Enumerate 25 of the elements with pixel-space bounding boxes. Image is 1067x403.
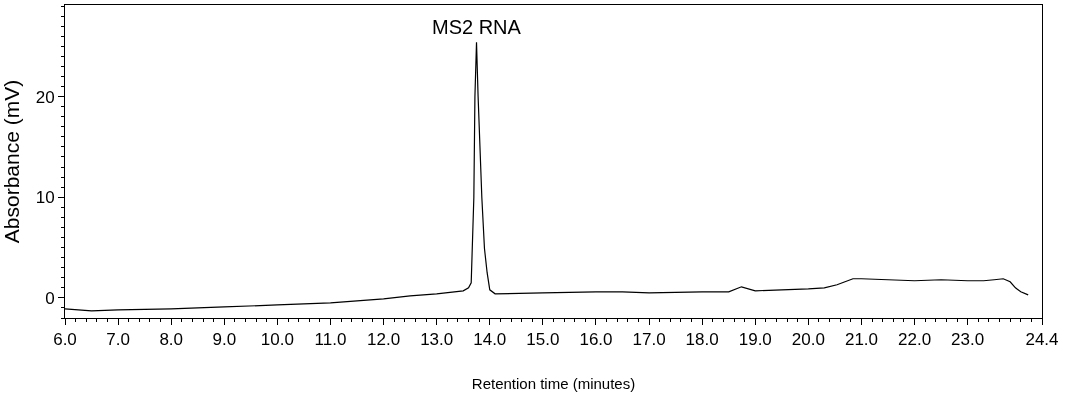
annotation: MS2 RNA — [432, 16, 522, 38]
x-tick-label: 22.0 — [898, 330, 932, 350]
x-tick-label: 15.0 — [526, 330, 560, 350]
x-tick-label: 7.0 — [106, 330, 130, 350]
x-tick-label: 16.0 — [579, 330, 613, 350]
x-tick-label: 8.0 — [159, 330, 184, 350]
x-tick-label: 18.0 — [685, 330, 719, 350]
x-tick-label: 21.0 — [844, 330, 879, 350]
x-tick-label: 6.0 — [53, 330, 77, 350]
y-tick-label: 0 — [45, 288, 55, 308]
x-tick-label: 17.0 — [632, 330, 666, 350]
x-tick-label: 9.0 — [212, 330, 237, 350]
x-tick-label: 24.4 — [1025, 330, 1059, 350]
x-tick-label: 13.0 — [420, 330, 454, 350]
y-tick-label: 20 — [35, 87, 55, 107]
x-tick-label: 23.0 — [951, 330, 985, 350]
x-tick-label: 20.0 — [791, 330, 825, 350]
x-tick-label: 12.0 — [367, 330, 401, 350]
x-axis-title: Retention time (minutes) — [471, 375, 636, 393]
y-tick-label: 10 — [35, 188, 55, 208]
x-tick-label: 19.0 — [738, 330, 772, 350]
y-axis-title: Absorbance (mV) — [0, 79, 23, 244]
x-tick-label: 11.0 — [314, 330, 347, 350]
x-tick-label: 14.0 — [473, 330, 507, 350]
x-tick-label: 10.0 — [260, 330, 294, 350]
